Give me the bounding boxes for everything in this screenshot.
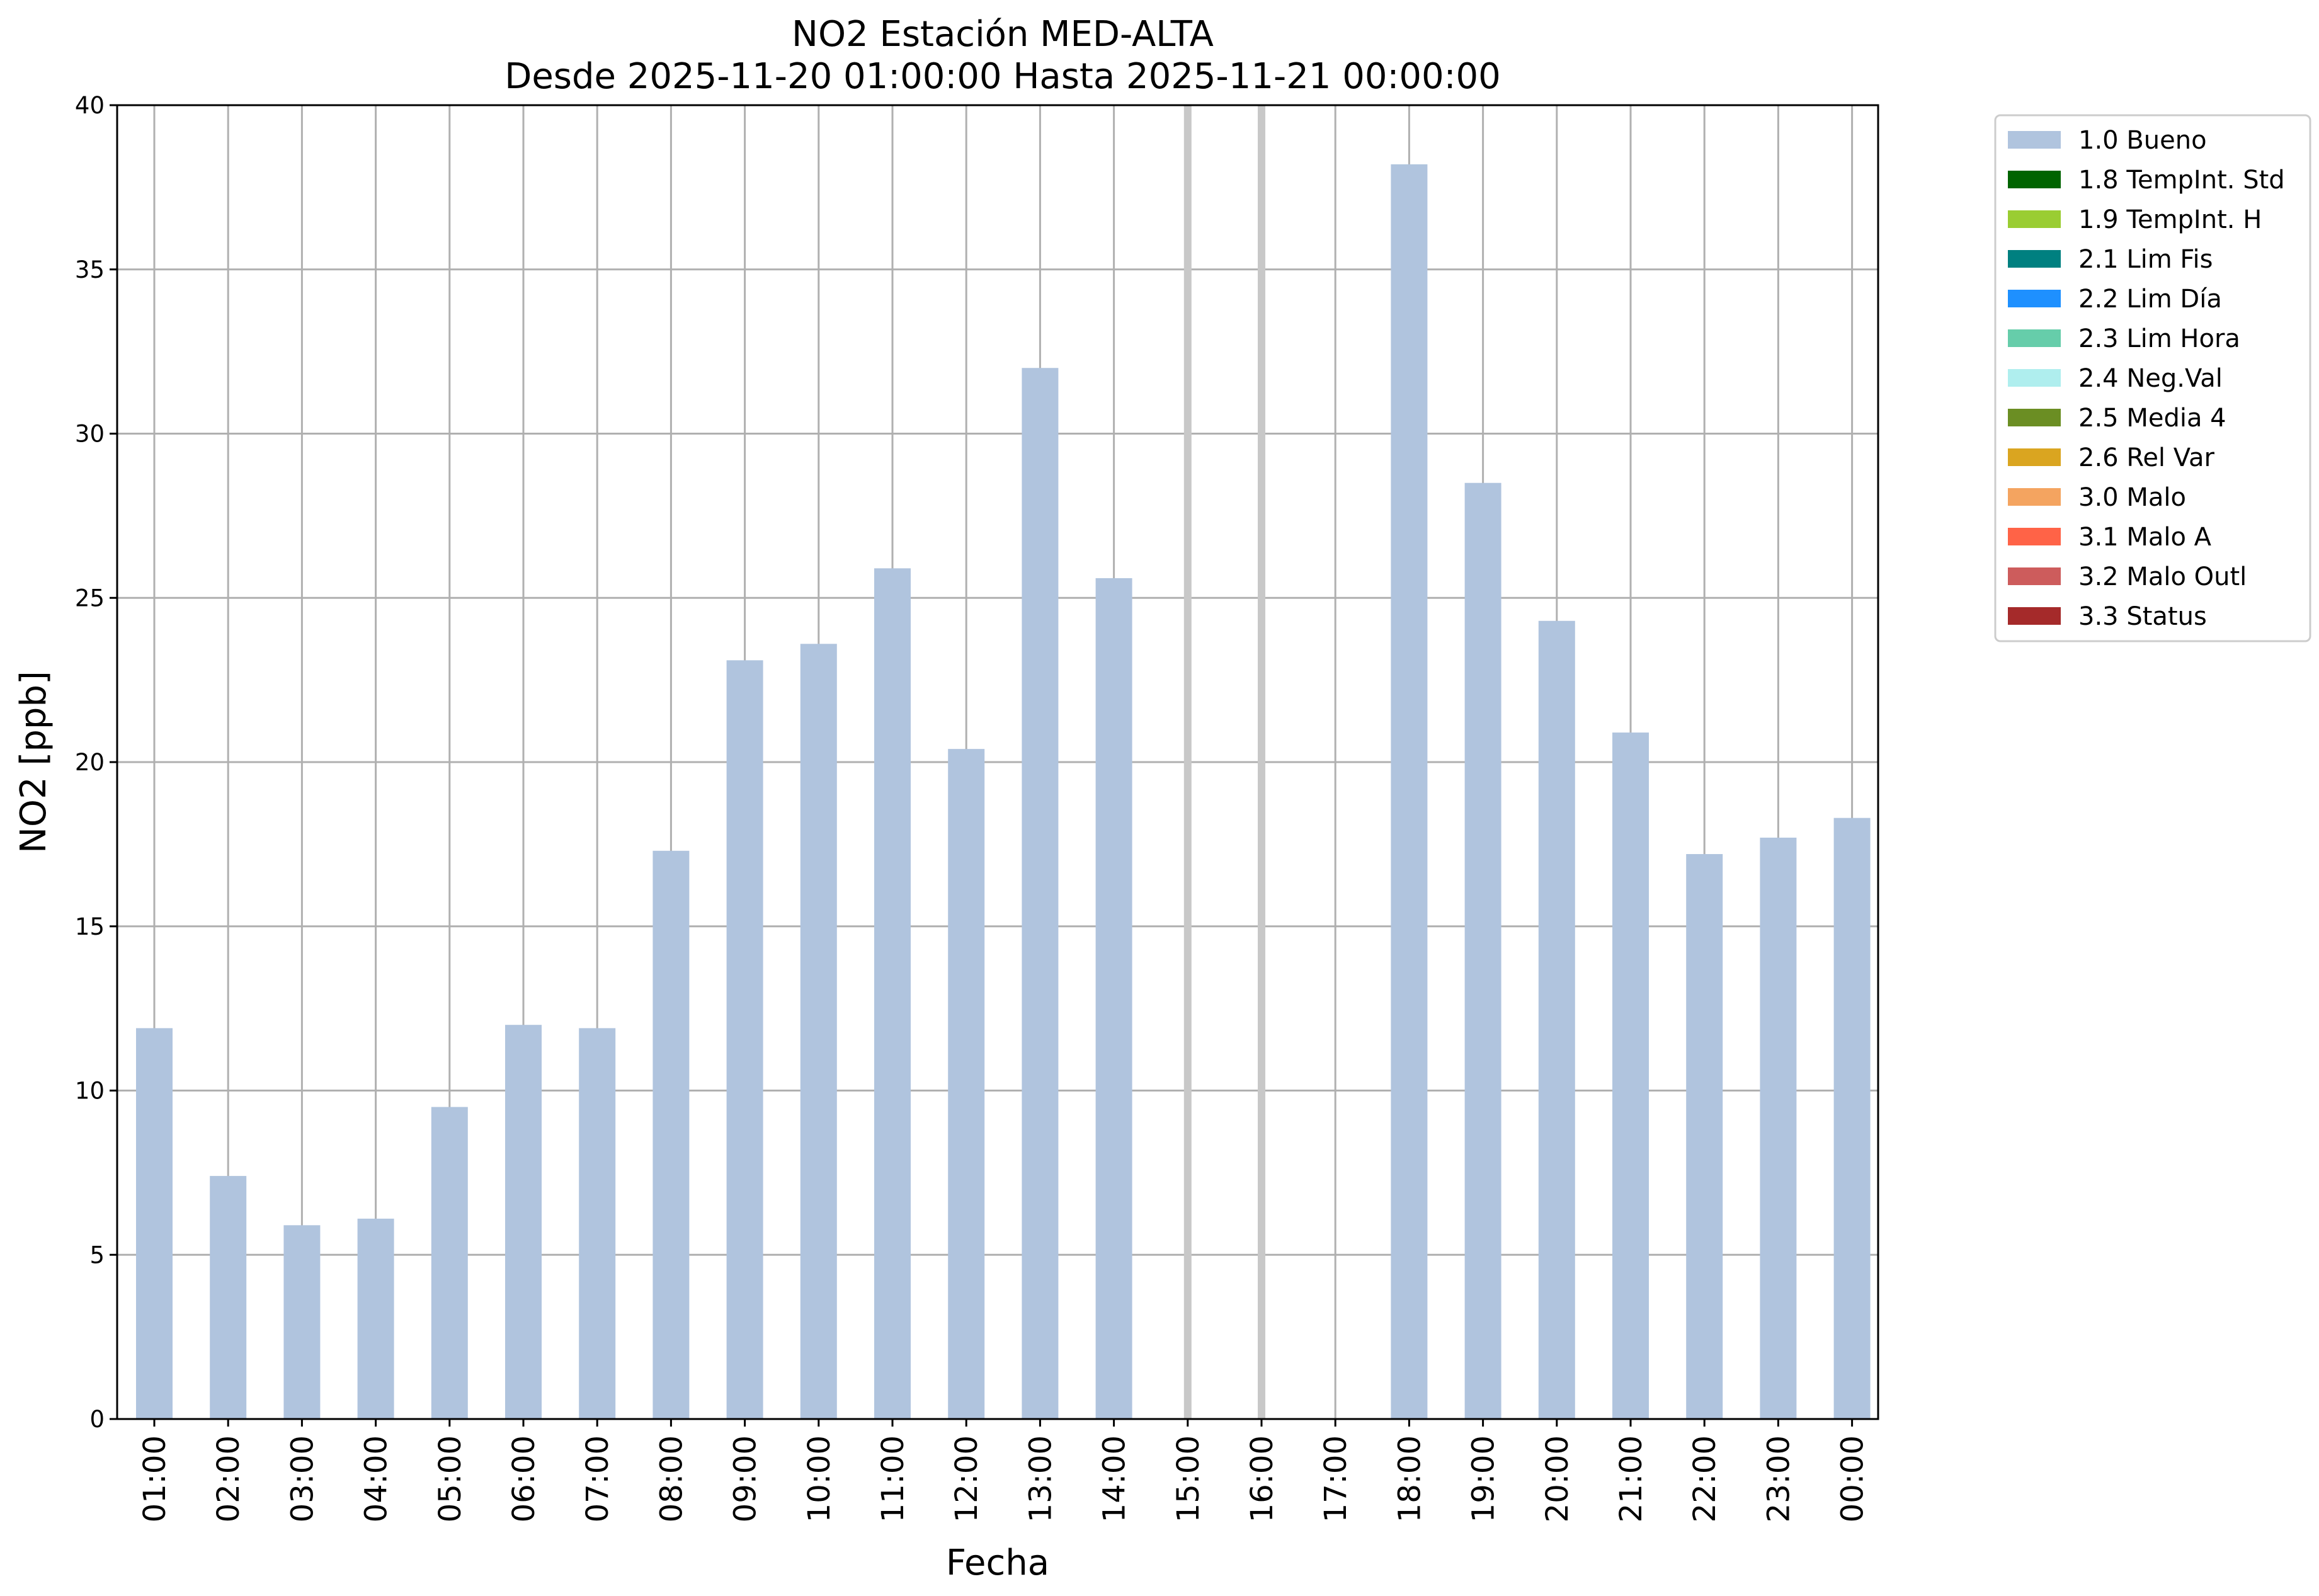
- bar-02:00: [210, 1176, 247, 1419]
- bar-11:00: [874, 568, 911, 1420]
- x-tick-label: 11:00: [875, 1435, 911, 1522]
- legend-entry: 2.2 Lim Día: [2078, 285, 2222, 314]
- x-tick-label: 19:00: [1466, 1435, 1501, 1522]
- legend-swatch: [2008, 528, 2061, 545]
- bar-03:00: [283, 1225, 321, 1419]
- x-axis: 01:00 02:00 03:00 04:00 05:00 06:00 07:00 08:00…: [137, 1419, 1871, 1522]
- bar-12:00: [948, 749, 985, 1419]
- x-tick-label: 06:00: [506, 1435, 542, 1522]
- bar-13:00: [1022, 368, 1059, 1420]
- x-tick-label: 01:00: [137, 1435, 173, 1522]
- legend-swatch: [2008, 448, 2061, 466]
- legend-swatch: [2008, 290, 2061, 307]
- x-tick-label: 07:00: [580, 1435, 615, 1522]
- bar-00:00: [1833, 818, 1871, 1419]
- legend-entry: 1.9 TempInt. H: [2078, 205, 2262, 234]
- missing-marker-15:00: [1183, 105, 1192, 1419]
- x-tick-label: 09:00: [728, 1435, 763, 1522]
- legend-frame: [1994, 114, 2311, 642]
- legend-entry: 3.3 Status: [2078, 602, 2207, 631]
- x-tick-label: 08:00: [654, 1435, 689, 1522]
- legend-entry: 3.0 Malo: [2078, 483, 2186, 512]
- legend-entry: 2.3 Lim Hora: [2078, 324, 2240, 353]
- bar-18:00: [1391, 164, 1428, 1419]
- x-tick-label: 22:00: [1687, 1435, 1723, 1522]
- chart-title: NO2 Estación MED-ALTA: [792, 14, 1214, 55]
- bar-14:00: [1095, 578, 1132, 1420]
- bar-22:00: [1686, 854, 1723, 1419]
- x-tick-label: 17:00: [1318, 1435, 1353, 1522]
- legend-entry: 2.1 Lim Fis: [2078, 245, 2213, 274]
- legend-entry: 2.6 Rel Var: [2078, 443, 2215, 472]
- legend-entry: 1.8 TempInt. Std: [2078, 166, 2285, 195]
- bar-07:00: [579, 1028, 616, 1419]
- legend-swatch: [2008, 607, 2061, 625]
- legend-swatch: [2008, 210, 2061, 228]
- y-tick-label: 10: [75, 1078, 105, 1105]
- y-tick-label: 20: [75, 749, 105, 776]
- x-tick-label: 15:00: [1171, 1435, 1206, 1522]
- y-tick-label: 0: [89, 1406, 105, 1433]
- legend-swatch: [2008, 329, 2061, 347]
- x-tick-label: 23:00: [1761, 1435, 1796, 1522]
- x-tick-label: 02:00: [211, 1435, 246, 1522]
- legend: 1.0 Bueno 1.8 TempInt. Std 1.9 TempInt. H 2…: [1994, 114, 2311, 642]
- bar-10:00: [800, 644, 837, 1419]
- x-tick-label: 03:00: [285, 1435, 320, 1522]
- x-tick-label: 05:00: [433, 1435, 468, 1522]
- legend-entry: 2.4 Neg.Val: [2078, 364, 2223, 393]
- y-axis: 0 5 10 15 20 25 30 35 40: [75, 92, 117, 1433]
- missing-markers: [1183, 105, 1265, 1419]
- bar-21:00: [1612, 732, 1649, 1419]
- legend-entry: 2.5 Media 4: [2078, 404, 2226, 433]
- bar-19:00: [1464, 482, 1501, 1419]
- legend-swatch: [2008, 131, 2061, 149]
- y-tick-label: 5: [89, 1241, 105, 1268]
- legend-swatch: [2008, 171, 2061, 188]
- x-tick-label: 16:00: [1245, 1435, 1280, 1522]
- bar-09:00: [726, 660, 763, 1419]
- legend-swatch: [2008, 567, 2061, 585]
- bar-08:00: [652, 850, 690, 1419]
- chart-subtitle: Desde 2025-11-20 01:00:00 Hasta 2025-11-…: [504, 56, 1501, 97]
- y-tick-label: 40: [75, 92, 105, 119]
- bar-20:00: [1538, 620, 1575, 1419]
- bar-05:00: [431, 1107, 468, 1419]
- y-tick-label: 35: [75, 256, 105, 283]
- x-tick-label: 00:00: [1835, 1435, 1871, 1522]
- x-tick-label: 04:00: [359, 1435, 394, 1522]
- legend-swatch: [2008, 409, 2061, 426]
- x-tick-label: 12:00: [949, 1435, 984, 1522]
- legend-swatch: [2008, 369, 2061, 387]
- bar-01:00: [136, 1028, 173, 1419]
- y-tick-label: 15: [75, 913, 105, 940]
- legend-swatch: [2008, 250, 2061, 268]
- x-tick-label: 21:00: [1614, 1435, 1649, 1522]
- x-tick-label: 10:00: [802, 1435, 837, 1522]
- missing-marker-16:00: [1258, 105, 1265, 1419]
- bars: [136, 164, 1871, 1420]
- y-tick-label: 30: [75, 421, 105, 448]
- bar-04:00: [357, 1218, 394, 1419]
- legend-entry: 3.2 Malo Outl: [2078, 562, 2247, 591]
- x-tick-label: 14:00: [1097, 1435, 1132, 1522]
- bar-23:00: [1760, 837, 1797, 1419]
- legend-swatch: [2008, 488, 2061, 506]
- x-tick-label: 13:00: [1023, 1435, 1058, 1522]
- legend-entry: 1.0 Bueno: [2078, 126, 2207, 155]
- y-axis-label: NO2 [ppb]: [13, 671, 54, 853]
- bar-06:00: [505, 1025, 542, 1419]
- legend-entry: 3.1 Malo A: [2078, 523, 2212, 552]
- x-tick-label: 20:00: [1540, 1435, 1575, 1522]
- x-tick-label: 18:00: [1392, 1435, 1427, 1522]
- x-axis-label: Fecha: [946, 1542, 1049, 1583]
- y-tick-label: 25: [75, 584, 105, 612]
